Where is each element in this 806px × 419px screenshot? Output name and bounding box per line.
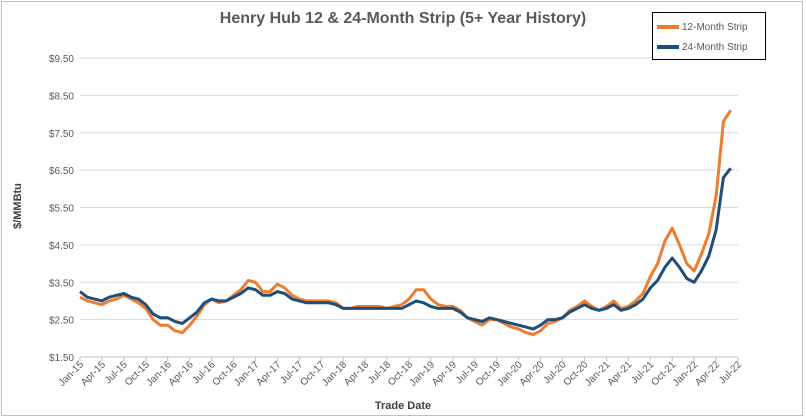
y-tick-label: $1.50 [49,353,74,364]
y-tick-label: $8.50 [49,91,74,102]
y-axis-label: $/MMBtu [12,183,24,229]
x-tick-label: Apr-20 [518,359,547,388]
x-tick-label: Apr-16 [167,359,196,388]
x-tick-label: Jul-22 [717,359,744,386]
legend-item-24-month: 24-Month Strip [657,39,748,55]
chart-title: Henry Hub 12 & 24-Month Strip (5+ Year H… [219,10,587,27]
y-tick-label: $6.50 [49,166,74,177]
x-axis-label: Trade Date [374,400,432,412]
y-tick-label: $4.50 [49,241,74,252]
legend-label-24-month: 24-Month Strip [682,41,748,53]
legend-swatch-12-month [657,25,679,29]
legend-swatch-24-month [657,45,679,49]
x-tick-label: Apr-21 [605,359,634,388]
legend-label-12-month: 12-Month Strip [682,21,748,33]
series-line-24-month [79,167,732,331]
x-tick-label: Apr-17 [255,359,284,388]
y-tick-label: $3.50 [49,278,74,289]
x-tick-label: Apr-19 [430,359,459,388]
legend-item-12-month: 12-Month Strip [657,19,748,35]
y-tick-label: $2.50 [49,316,74,327]
x-tick-label: Apr-22 [693,359,722,388]
y-tick-label: $9.50 [49,54,74,65]
x-tick-label: Apr-18 [342,359,371,388]
y-tick-label: $5.50 [49,204,74,215]
legend: 12-Month Strip 24-Month Strip [652,12,766,60]
series-line-12-month [79,109,732,337]
x-tick-label: Apr-15 [79,359,108,388]
y-tick-label: $7.50 [49,129,74,140]
